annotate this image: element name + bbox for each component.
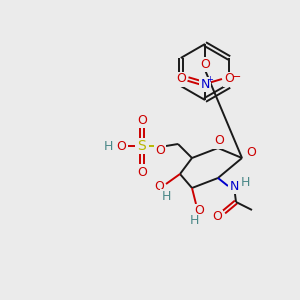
Text: N: N [229, 179, 239, 193]
Text: H: H [240, 176, 250, 188]
Text: O: O [137, 166, 147, 178]
Text: O: O [137, 113, 147, 127]
Text: O: O [116, 140, 126, 152]
Text: O: O [154, 179, 164, 193]
Text: −: − [232, 72, 242, 82]
Text: O: O [176, 73, 186, 85]
Text: O: O [200, 58, 210, 70]
Text: H: H [103, 140, 113, 152]
Text: S: S [138, 139, 146, 153]
Text: O: O [155, 145, 165, 158]
Text: O: O [214, 134, 224, 148]
Text: O: O [194, 205, 204, 218]
Text: O: O [224, 73, 234, 85]
Text: +: + [206, 76, 213, 85]
Text: H: H [161, 190, 171, 202]
Text: H: H [189, 214, 199, 227]
Text: O: O [212, 211, 222, 224]
Text: O: O [246, 146, 256, 158]
Text: N: N [200, 77, 210, 91]
